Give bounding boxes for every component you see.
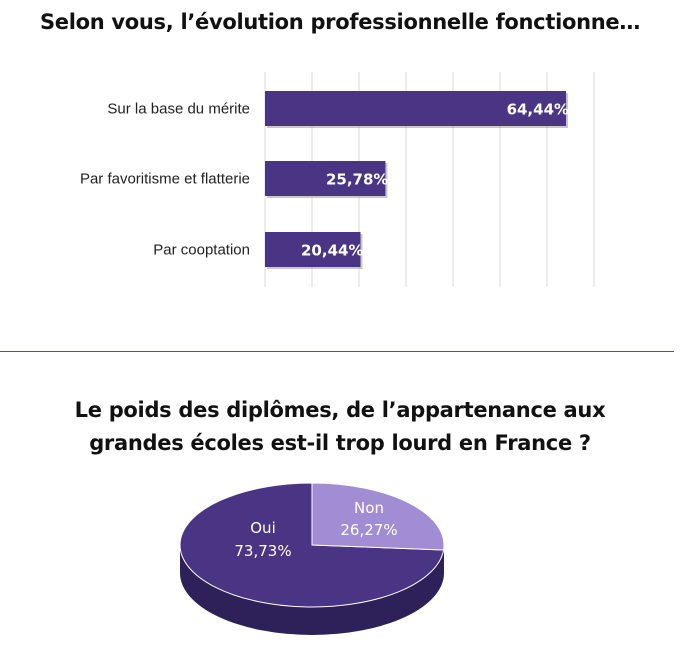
pie-value-non: 26,27% xyxy=(340,521,397,539)
pie-title-line-1: Le poids des diplômes, de l’appartenance… xyxy=(74,398,606,422)
pie-chart-title: Le poids des diplômes, de l’appartenance… xyxy=(0,394,680,460)
value-label: 64,44% xyxy=(507,101,569,119)
section-divider xyxy=(0,351,674,352)
pie-label-non: Non xyxy=(354,499,384,517)
pie-label-oui: Oui xyxy=(250,519,275,537)
value-label: 25,78% xyxy=(326,171,388,189)
pie-value-oui: 73,73% xyxy=(234,542,291,560)
category-label: Par favoritisme et flatterie xyxy=(80,171,250,188)
bar-chart: Sur la base du mérite 64,44% Par favoritis… xyxy=(80,72,595,287)
bar xyxy=(265,232,361,267)
value-label: 20,44% xyxy=(301,242,363,260)
category-label: Sur la base du mérite xyxy=(107,101,250,118)
bar xyxy=(265,91,567,126)
category-label: Par cooptation xyxy=(153,242,250,259)
bar-chart-title: Selon vous, l’évolution professionnelle … xyxy=(39,10,641,34)
pie-slice-non xyxy=(311,482,445,551)
pie-title-line-2: grandes écoles est-il trop lourd en Fran… xyxy=(89,431,591,455)
pie-side-wall xyxy=(180,545,444,635)
bar xyxy=(265,161,386,196)
